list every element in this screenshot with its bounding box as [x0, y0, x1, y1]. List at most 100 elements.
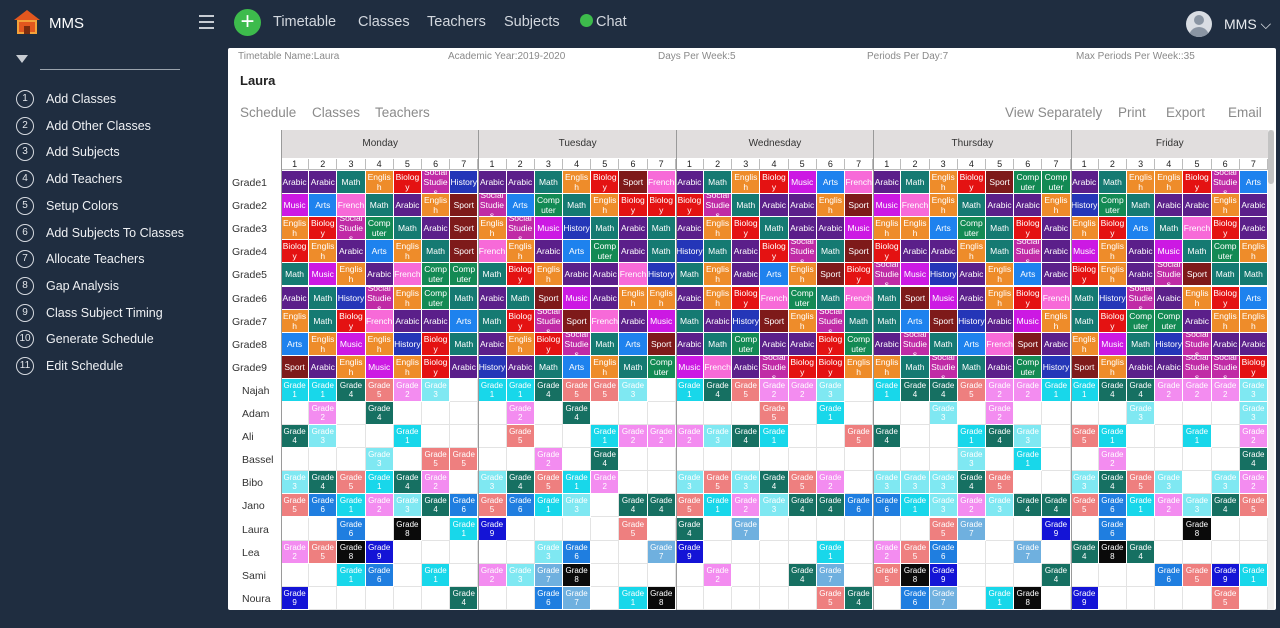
teacher-slot-cell[interactable]: Grade 1	[450, 517, 479, 541]
teacher-slot-cell[interactable]	[1155, 402, 1184, 426]
subject-cell[interactable]: Sport	[450, 194, 479, 218]
subject-cell[interactable]: Math	[704, 240, 733, 264]
teacher-slot-cell[interactable]	[393, 448, 422, 472]
teacher-slot-cell[interactable]: Grade 2	[760, 378, 789, 402]
nav-chat[interactable]: Chat	[580, 14, 627, 30]
subject-cell[interactable]: Math	[309, 309, 338, 333]
teacher-slot-cell[interactable]: Grade 4	[422, 494, 451, 518]
subject-cell[interactable]: Math	[534, 355, 563, 379]
subject-cell[interactable]: Arabic	[675, 217, 704, 241]
subject-cell[interactable]: Math	[873, 286, 902, 310]
teacher-slot-cell[interactable]	[1070, 448, 1099, 472]
teacher-slot-cell[interactable]	[450, 563, 479, 587]
teacher-slot-cell[interactable]	[393, 402, 422, 426]
subject-cell[interactable]: English	[337, 263, 366, 287]
teacher-slot-cell[interactable]: Grade 8	[337, 540, 366, 564]
subject-cell[interactable]: Arabic	[760, 194, 789, 218]
teacher-slot-cell[interactable]: Grade 2	[986, 402, 1015, 426]
subject-cell[interactable]: Arabic	[986, 355, 1015, 379]
subject-cell[interactable]: English	[929, 194, 958, 218]
teacher-slot-cell[interactable]: Grade 3	[1211, 471, 1240, 495]
teacher-slot-cell[interactable]	[732, 402, 761, 426]
teacher-slot-cell[interactable]: Grade 3	[929, 402, 958, 426]
teacher-slot-cell[interactable]: Grade 7	[816, 563, 845, 587]
teacher-slot-cell[interactable]: Grade 9	[478, 517, 507, 541]
subject-cell[interactable]: Math	[957, 355, 986, 379]
subject-cell[interactable]: Arabic	[281, 171, 310, 195]
teacher-slot-cell[interactable]: Grade 5	[309, 540, 338, 564]
teacher-slot-cell[interactable]: Grade 2	[393, 378, 422, 402]
subject-cell[interactable]: French	[986, 332, 1015, 356]
teacher-slot-cell[interactable]	[365, 425, 394, 449]
subject-cell[interactable]: Music	[647, 309, 676, 333]
subject-cell[interactable]: History	[393, 332, 422, 356]
teacher-slot-cell[interactable]: Grade 2	[1239, 471, 1268, 495]
subject-cell[interactable]: Comp uter	[1211, 240, 1240, 264]
teacher-slot-cell[interactable]	[450, 471, 479, 495]
subject-cell[interactable]: Math	[591, 217, 620, 241]
teacher-slot-cell[interactable]: Grade 1	[1014, 448, 1043, 472]
teacher-slot-cell[interactable]	[478, 425, 507, 449]
teacher-slot-cell[interactable]	[1183, 402, 1212, 426]
teacher-slot-cell[interactable]	[957, 586, 986, 610]
subject-cell[interactable]: History	[563, 217, 592, 241]
subject-cell[interactable]: Arabic	[422, 217, 451, 241]
print-button[interactable]: Print	[1118, 105, 1146, 120]
subject-cell[interactable]: Biolog y	[1014, 217, 1043, 241]
subject-cell[interactable]: Music	[1014, 309, 1043, 333]
subject-cell[interactable]: Biolog y	[309, 217, 338, 241]
subject-cell[interactable]: Biolog y	[816, 332, 845, 356]
teacher-slot-cell[interactable]	[422, 586, 451, 610]
teacher-slot-cell[interactable]: Grade 1	[591, 425, 620, 449]
teacher-slot-cell[interactable]: Grade 4	[845, 586, 874, 610]
filter-input[interactable]	[40, 69, 180, 70]
subject-cell[interactable]: Math	[647, 217, 676, 241]
subject-cell[interactable]: Arabic	[1239, 332, 1268, 356]
teacher-slot-cell[interactable]: Grade 2	[591, 471, 620, 495]
subject-cell[interactable]: Arts	[1239, 286, 1268, 310]
subject-cell[interactable]: Biolog y	[647, 194, 676, 218]
teacher-slot-cell[interactable]	[957, 563, 986, 587]
subject-cell[interactable]: Arabic	[478, 332, 507, 356]
teacher-slot-cell[interactable]: Grade 9	[1070, 586, 1099, 610]
subject-cell[interactable]: Biolog y	[732, 217, 761, 241]
teacher-slot-cell[interactable]: Grade 2	[816, 471, 845, 495]
subject-cell[interactable]: History	[337, 286, 366, 310]
teacher-slot-cell[interactable]	[1014, 471, 1043, 495]
teacher-slot-cell[interactable]: Grade 5	[1211, 586, 1240, 610]
subject-cell[interactable]: Arabic	[563, 263, 592, 287]
teacher-slot-cell[interactable]	[1211, 540, 1240, 564]
teacher-slot-cell[interactable]	[675, 586, 704, 610]
teacher-slot-cell[interactable]: Grade 3	[563, 494, 592, 518]
subject-cell[interactable]: English	[1239, 309, 1268, 333]
teacher-slot-cell[interactable]: Grade 2	[1155, 494, 1184, 518]
teacher-slot-cell[interactable]: Grade 4	[1211, 494, 1240, 518]
teacher-slot-cell[interactable]: Grade 3	[901, 471, 930, 495]
teacher-slot-cell[interactable]	[760, 448, 789, 472]
subject-cell[interactable]: English	[1155, 171, 1184, 195]
teacher-slot-cell[interactable]	[957, 402, 986, 426]
subject-cell[interactable]: History	[732, 309, 761, 333]
teacher-slot-cell[interactable]	[563, 517, 592, 541]
teacher-slot-cell[interactable]: Grade 2	[365, 494, 394, 518]
subject-cell[interactable]: Social Studies	[422, 171, 451, 195]
teacher-slot-cell[interactable]: Grade 4	[1127, 378, 1156, 402]
subject-cell[interactable]: Comp uter	[957, 217, 986, 241]
subject-cell[interactable]: Comp uter	[1127, 309, 1156, 333]
subject-cell[interactable]: Biolog y	[788, 355, 817, 379]
teacher-slot-cell[interactable]	[309, 586, 338, 610]
teacher-slot-cell[interactable]	[1014, 402, 1043, 426]
school-logo-icon[interactable]	[14, 10, 40, 36]
subject-cell[interactable]: Arabic	[591, 263, 620, 287]
subject-cell[interactable]: Social Studies	[788, 240, 817, 264]
teacher-slot-cell[interactable]	[647, 471, 676, 495]
teacher-slot-cell[interactable]: Grade 4	[957, 471, 986, 495]
teacher-slot-cell[interactable]	[816, 425, 845, 449]
teacher-slot-cell[interactable]: Grade 7	[957, 517, 986, 541]
teacher-slot-cell[interactable]	[309, 563, 338, 587]
teacher-slot-cell[interactable]	[1127, 586, 1156, 610]
teacher-slot-cell[interactable]	[1042, 402, 1071, 426]
teacher-slot-cell[interactable]	[1042, 586, 1071, 610]
subject-cell[interactable]: Comp uter	[422, 263, 451, 287]
teacher-slot-cell[interactable]: Grade 2	[619, 425, 648, 449]
